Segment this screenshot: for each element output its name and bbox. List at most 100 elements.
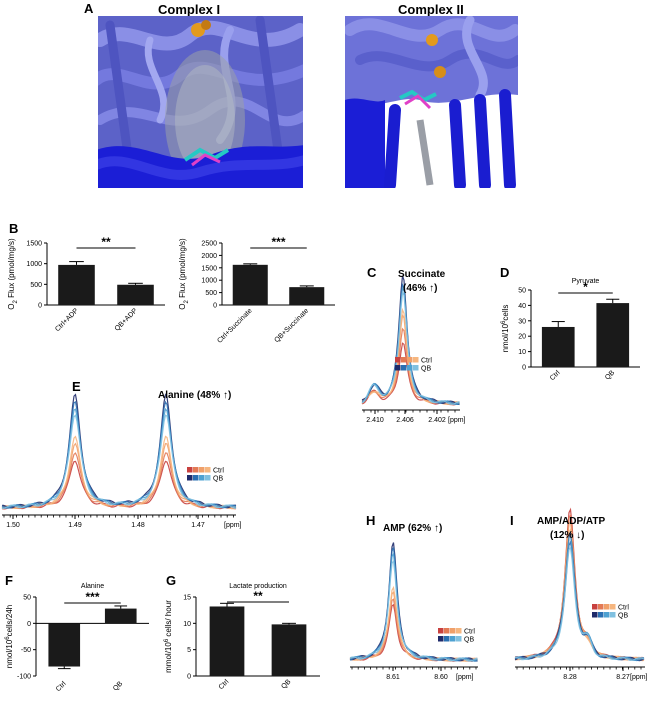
x-tick-label: 8.60: [434, 674, 448, 681]
legend-label-ctrl: Ctrl: [618, 605, 629, 612]
y-axis-label: nmol/106cells: [501, 305, 510, 353]
chart-g-lactate: 0 5 10 15 mmol/106 cells/ hour Lactate produc…: [164, 583, 320, 691]
legend-swatch-ctrl: [395, 357, 401, 363]
legend-swatch-ctrl: [598, 604, 604, 610]
x-category-label: Ctrl+Succinate: [216, 307, 253, 344]
bar-qb: [271, 624, 307, 676]
significance-marker: *: [583, 280, 588, 294]
legend-swatch-ctrl: [456, 628, 462, 634]
x-tick-label: 1.49: [68, 522, 82, 529]
legend-swatch-qb: [438, 636, 444, 642]
ctrl-spectrum-line: [514, 520, 645, 662]
spectrum-annotation-line1: Succinate: [398, 269, 446, 280]
legend-swatch-ctrl: [444, 628, 450, 634]
y-tick-label: 15: [183, 595, 191, 602]
y-axis-label-rest: Flux (pmol/mg/s): [178, 238, 187, 300]
y-tick-label: 0: [187, 674, 191, 681]
bar-ctrl: [48, 623, 81, 667]
spectrum-e-alanine: 1.50 1.49 1.48 1.47 [ppm] Alanine (48% ↑) Ctrl…: [1, 390, 242, 529]
legend-swatch-ctrl: [187, 467, 193, 473]
legend-swatch-qb: [604, 612, 610, 618]
qb-spectrum-line: [349, 542, 478, 662]
bar-qb-adp: [117, 284, 154, 305]
panel-label-a: A: [84, 1, 94, 16]
qb-spectrum-line: [349, 552, 478, 662]
chart-d-pyruvate: 0 10 20 30 40 50 nmol/106cells Pyruvate Ctrl QB *: [501, 278, 640, 382]
y-tick-label: 1500: [26, 241, 42, 248]
y-tick-label: 1000: [26, 261, 42, 268]
spectrum-annotation-line2: (46% ↑): [403, 283, 437, 294]
ctrl-spectrum-line: [349, 585, 478, 662]
y-tick-label: -100: [17, 674, 31, 681]
x-category-label: Ctrl+ADP: [54, 307, 80, 333]
chart-title: Alanine: [81, 583, 104, 590]
y-tick-label: 10: [518, 349, 526, 356]
x-tick-label: 1.48: [131, 522, 145, 529]
legend-label-qb: QB: [421, 366, 431, 373]
spectrum-annotation: AMP (62% ↑): [383, 523, 442, 534]
x-tick-label: 8.28: [563, 674, 577, 681]
x-tick-label: 2.406: [396, 417, 414, 424]
legend-label-qb: QB: [213, 476, 223, 483]
ctrl-spectrum-line: [1, 452, 236, 510]
y-axis-label-rest: Flux (pmol/mg/s): [7, 238, 16, 300]
x-category-label: QB: [280, 678, 292, 690]
legend-swatch-qb: [450, 636, 456, 642]
y-axis-label-main: O: [7, 303, 16, 309]
qb-spectrum-line: [361, 290, 460, 405]
panel-label-g: G: [166, 573, 176, 588]
x-category-label: QB+ADP: [114, 307, 139, 332]
legend-swatch-qb: [193, 475, 199, 481]
legend-swatch-ctrl: [438, 628, 444, 634]
y-axis-label-main: O: [178, 303, 187, 309]
y-axis-label: O2 Flux (pmol/mg/s): [7, 238, 19, 310]
panel-label-b: B: [9, 221, 18, 236]
x-category-label: Ctrl: [218, 678, 231, 691]
complex-i-title: Complex I: [158, 2, 220, 17]
x-axis-unit: [ppm]: [224, 522, 242, 529]
ctrl-spectrum-line: [514, 527, 645, 662]
legend-swatch-ctrl: [205, 467, 211, 473]
legend-swatch-ctrl: [592, 604, 598, 610]
spectrum-annotation: Alanine (48% ↑): [158, 390, 231, 401]
chart-title: Lactate production: [229, 583, 287, 590]
y-axis-label-sup: 6: [5, 636, 11, 640]
chart-f-alanine: -100 -50 0 50 nmol/106cells/24h Alanine Ctrl QB…: [5, 583, 149, 693]
qb-spectrum-line: [1, 407, 237, 509]
legend-swatch-ctrl: [413, 357, 419, 363]
x-tick-label: 8.27: [616, 674, 630, 681]
significance-marker: ***: [271, 235, 285, 249]
legend-swatch-qb: [592, 612, 598, 618]
panel-label-e: E: [72, 379, 81, 394]
x-axis-unit: [ppm]: [456, 674, 474, 681]
y-tick-label: 500: [205, 290, 217, 297]
y-tick-label: 10: [183, 621, 191, 628]
panel-label-i: I: [510, 513, 514, 528]
y-axis-label-sup: 6: [164, 638, 170, 642]
y-tick-label: 50: [518, 288, 526, 295]
qb-spectrum-line: [349, 547, 478, 662]
y-axis-label-sup: 6: [501, 320, 507, 324]
y-axis-label-main: mmol/10: [164, 642, 173, 673]
legend-swatch-qb: [413, 365, 419, 371]
legend-swatch-qb: [598, 612, 604, 618]
y-tick-label: 1000: [201, 278, 217, 285]
legend-swatch-ctrl: [401, 357, 407, 363]
x-tick-label: 2.402: [428, 417, 446, 424]
legend-swatch-ctrl: [450, 628, 456, 634]
y-tick-label: 500: [30, 282, 42, 289]
y-axis-label-sub: 2: [13, 299, 19, 303]
qb-spectrum-line: [514, 540, 645, 662]
y-axis-label-rest: cells: [501, 305, 510, 321]
y-tick-label: 2000: [201, 253, 217, 260]
bar-qb-succinate: [289, 287, 325, 305]
y-tick-label: 30: [518, 318, 526, 325]
bar-qb: [596, 303, 630, 367]
y-axis-label-main: nmol/10: [5, 639, 14, 668]
qb-spectrum-line: [1, 393, 236, 509]
legend-swatch-ctrl: [610, 604, 616, 610]
